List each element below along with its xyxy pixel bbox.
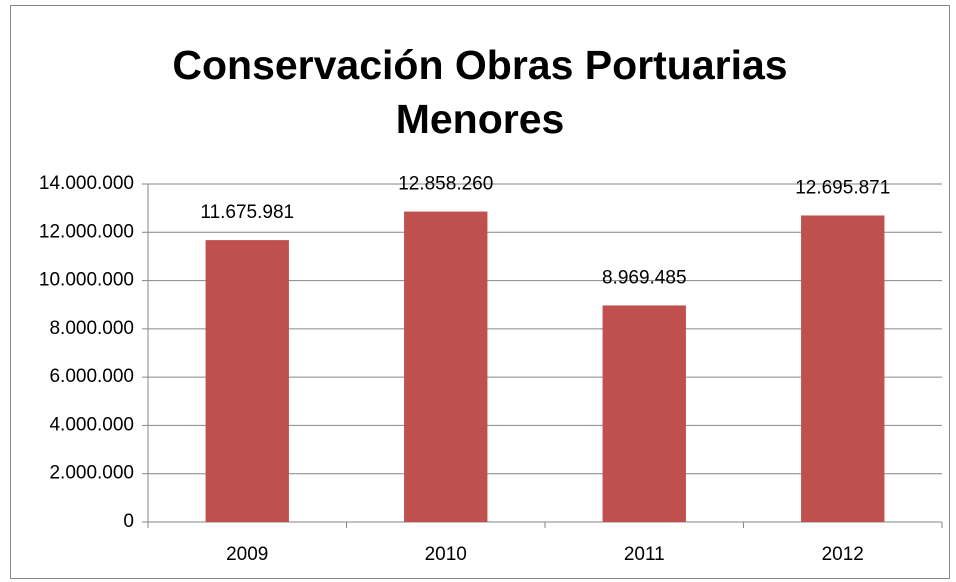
y-tick-label: 4.000.000 <box>49 414 134 435</box>
value-label: 12.858.260 <box>398 174 493 195</box>
x-tick-label: 2011 <box>624 544 665 565</box>
x-tick-label: 2009 <box>226 544 268 565</box>
value-label: 8.969.485 <box>602 267 687 288</box>
bar <box>404 211 488 522</box>
y-tick-label: 0 <box>123 511 134 532</box>
value-label: 11.675.981 <box>200 202 294 223</box>
y-tick-label: 6.000.000 <box>49 366 134 387</box>
x-tick-label: 2012 <box>822 544 864 565</box>
x-tick-label: 2010 <box>425 544 467 565</box>
bar <box>602 305 686 522</box>
y-tick-label: 14.000.000 <box>39 173 134 194</box>
chart-frame <box>10 5 950 579</box>
bar <box>801 215 885 522</box>
bar <box>205 240 289 522</box>
y-tick-label: 8.000.000 <box>49 318 134 339</box>
y-tick-label: 12.000.000 <box>39 221 134 242</box>
y-tick-label: 10.000.000 <box>39 270 134 291</box>
value-label: 12.695.871 <box>795 178 890 199</box>
chart-title: Conservación Obras Portuarias Menores <box>172 42 788 142</box>
y-tick-label: 2.000.000 <box>49 463 134 484</box>
